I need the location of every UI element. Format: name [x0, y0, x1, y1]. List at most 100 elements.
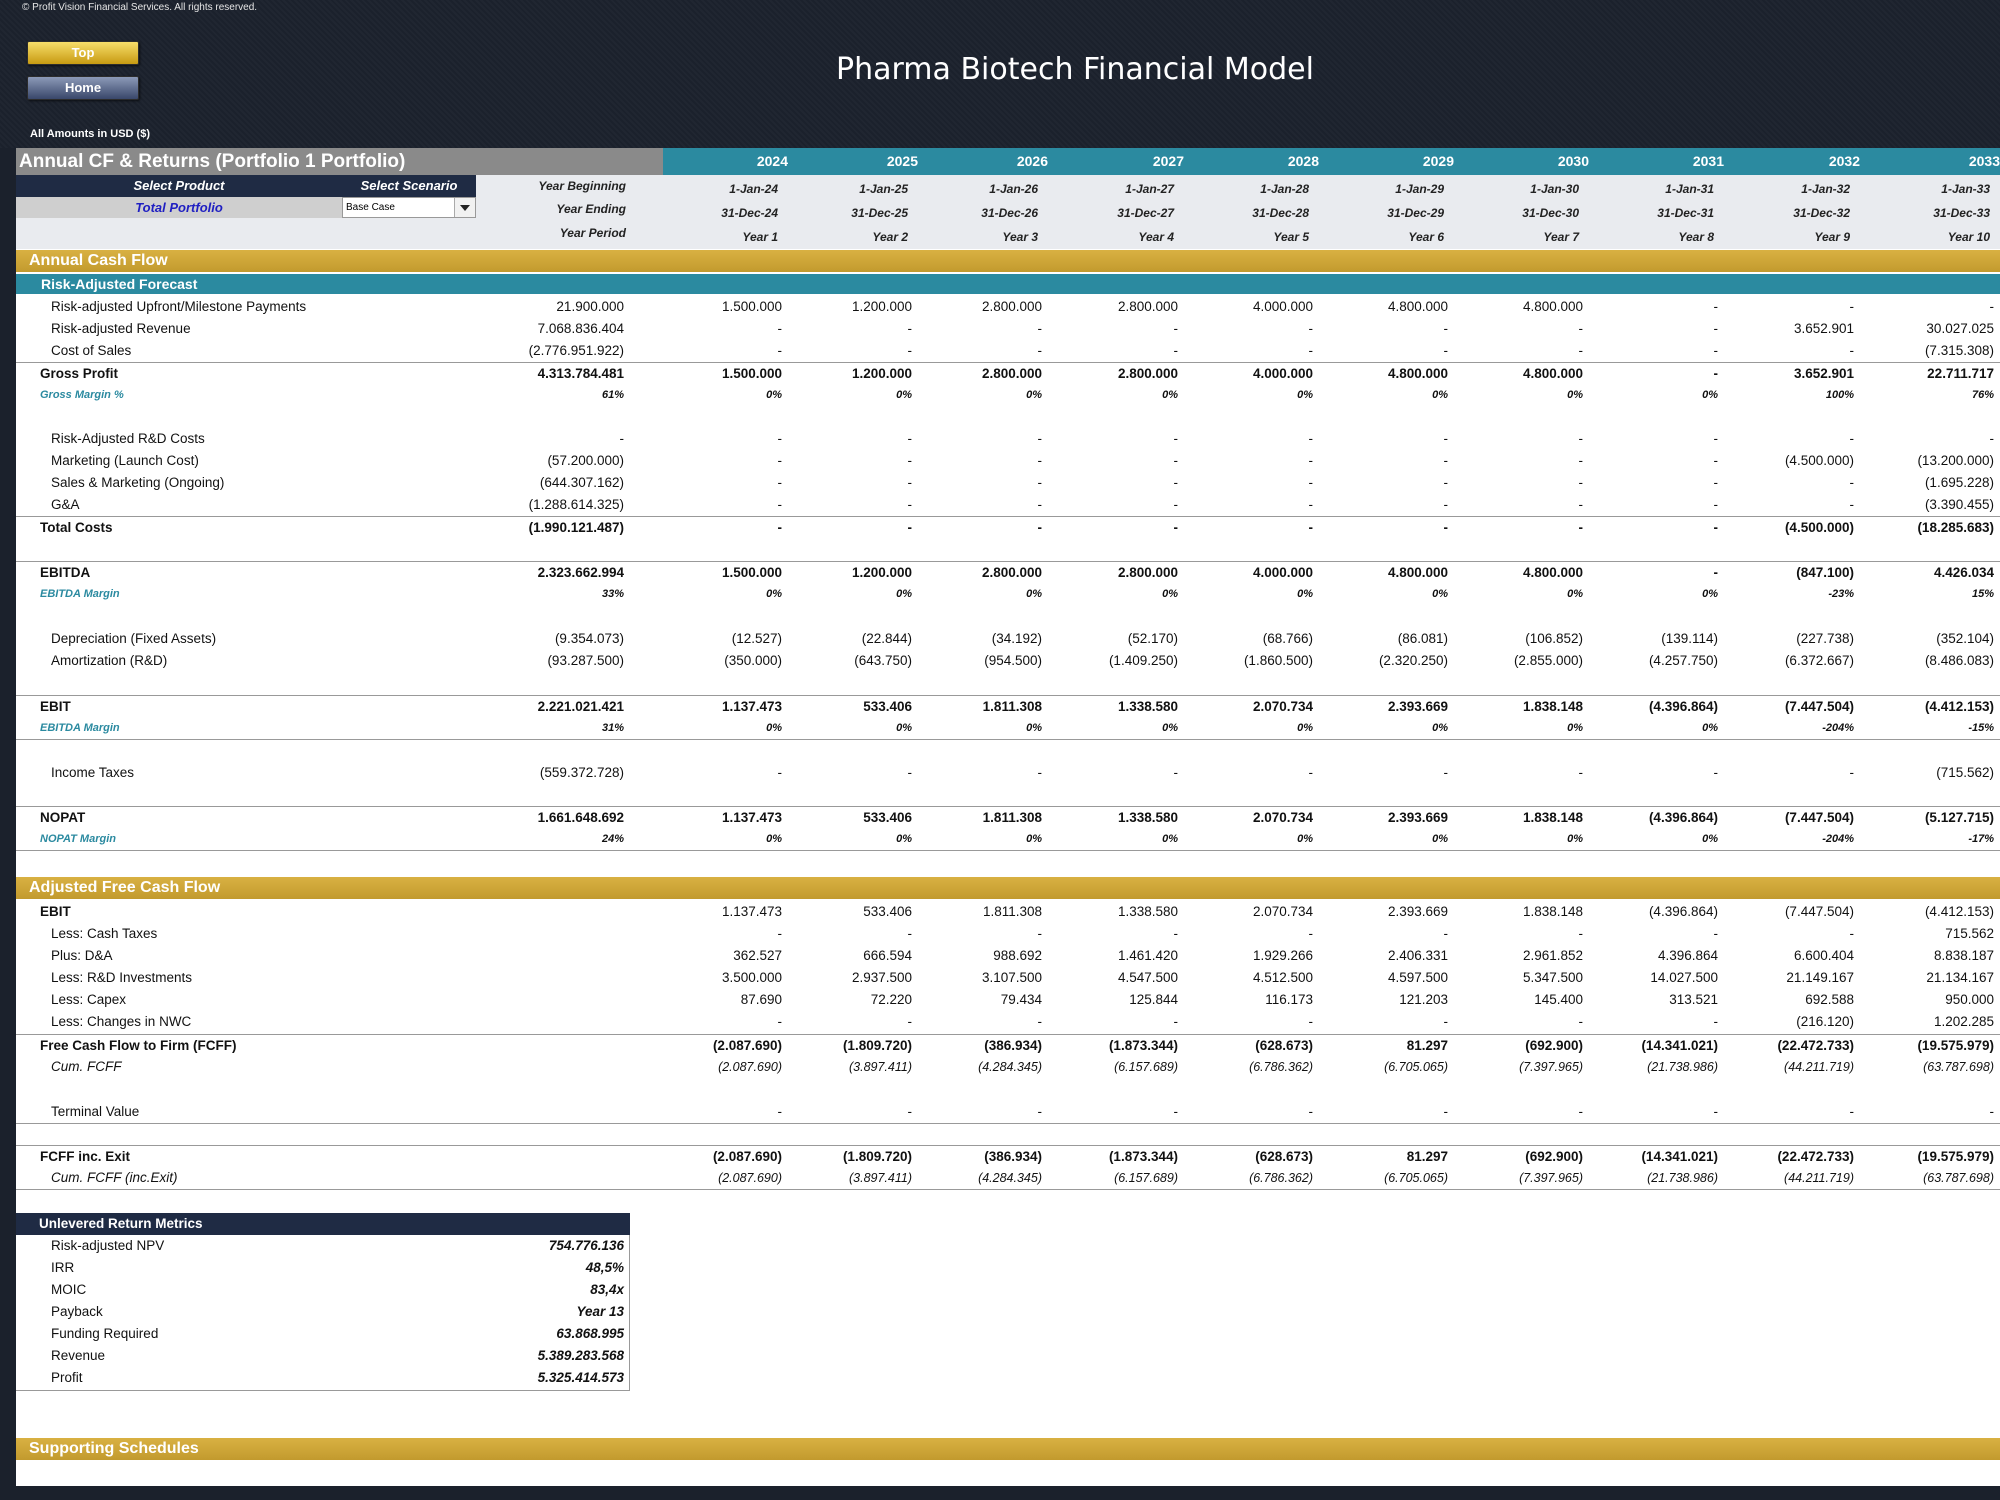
currency-note: All Amounts in USD ($) — [30, 128, 150, 140]
metric-label: Profit — [51, 1370, 83, 1385]
cell-2031: - — [1713, 765, 1719, 780]
cell-2026: - — [1037, 1014, 1043, 1029]
top-button[interactable]: Top — [27, 41, 139, 65]
row-label: Risk-adjusted Upfront/Milestone Payments — [51, 299, 307, 314]
cell-2031: 4.396.864 — [1657, 948, 1718, 963]
cell-2025: 0% — [896, 833, 912, 845]
metric-value: 5.389.283.568 — [537, 1348, 624, 1363]
cell-2027: (1.873.344) — [1108, 1149, 1178, 1164]
cell-2032: - — [1849, 765, 1855, 780]
cell-2031: - — [1713, 343, 1719, 358]
section-supporting-schedules: Supporting Schedules — [16, 1438, 2000, 1460]
cell-2029: - — [1443, 765, 1449, 780]
cell-2030: - — [1578, 1104, 1584, 1119]
row-label: EBIT — [40, 699, 71, 714]
metric-row: Risk-adjusted NPV 754.776.136 — [16, 1235, 630, 1257]
cell-2032: (4.500.000) — [1784, 453, 1854, 468]
cell-2032: -23% — [1828, 588, 1854, 600]
row-total: 1.661.648.692 — [537, 810, 624, 825]
cell-2025: (3.897.411) — [848, 1171, 912, 1185]
chevron-down-icon[interactable] — [454, 198, 475, 217]
cell-2032: - — [1849, 431, 1855, 446]
cell-2031: 0% — [1702, 833, 1718, 845]
cell-2030: (692.900) — [1525, 1149, 1583, 1164]
cell-2025: 1.200.000 — [851, 366, 912, 381]
row-label: Risk-Adjusted R&D Costs — [51, 431, 205, 446]
cell-2028: 0% — [1297, 722, 1313, 734]
metric-row: MOIC 83,4x — [16, 1279, 630, 1301]
product-selector[interactable]: Total Portfolio — [16, 197, 342, 218]
cell-2031: - — [1713, 366, 1719, 381]
cell-2026: 0% — [1026, 833, 1042, 845]
cell-2033: -15% — [1968, 722, 1994, 734]
scenario-dropdown[interactable]: Base Case — [342, 197, 476, 218]
cell-2033: 950.000 — [1945, 992, 1994, 1007]
metric-value: Year 13 — [576, 1304, 624, 1319]
cell-2029: (6.705.065) — [1384, 1171, 1448, 1185]
table-row: FCFF inc. Exit (2.087.690) (1.809.720) (386… — [16, 1145, 2000, 1168]
year-header-2032: 2032 — [1828, 153, 1860, 169]
cell-2030: 145.400 — [1534, 992, 1583, 1007]
cell-2027: 0% — [1162, 389, 1178, 401]
cell-2026: 79.434 — [1000, 992, 1042, 1007]
cell-2025: 1.200.000 — [851, 299, 912, 314]
cell-2031: (4.396.864) — [1648, 699, 1718, 714]
cell-2028: (628.673) — [1255, 1038, 1313, 1053]
cell-2026: 0% — [1026, 722, 1042, 734]
row-total: (9.354.073) — [554, 631, 624, 646]
cell-2033: 8.838.187 — [1933, 948, 1994, 963]
cell-2025: - — [907, 765, 913, 780]
year-header-bar: 2024 2025 2026 2027 2028 2029 2030 2031 2032 2033 — [663, 148, 2000, 175]
cell-2026: 1.811.308 — [982, 904, 1042, 919]
cell-2029: 4.800.000 — [1387, 299, 1448, 314]
cell-2030: - — [1578, 475, 1584, 490]
cell-2027: 4.547.500 — [1117, 970, 1178, 985]
home-button[interactable]: Home — [27, 76, 139, 100]
cell-2025: 533.406 — [863, 699, 912, 714]
cell-2025: 0% — [896, 588, 912, 600]
year-beginning-cell: 1-Jan-24 — [729, 182, 778, 196]
cell-2029: (2.320.250) — [1378, 653, 1448, 668]
row-label: Terminal Value — [51, 1104, 140, 1119]
metric-row: Profit 5.325.414.573 — [16, 1367, 630, 1389]
cell-2028: (1.860.500) — [1243, 653, 1313, 668]
year-beginning-cell: 1-Jan-25 — [859, 182, 908, 196]
cell-2029: 4.800.000 — [1387, 366, 1448, 381]
row-label: Less: Cash Taxes — [51, 926, 158, 941]
year-ending-cell: 31-Dec-27 — [1117, 206, 1174, 220]
row-label: Cum. FCFF — [51, 1059, 122, 1074]
return-metrics-table: Unlevered Return Metrics Risk-adjusted N… — [16, 1213, 630, 1391]
cell-2026: - — [1037, 321, 1043, 336]
cell-2027: - — [1173, 431, 1179, 446]
cell-2030: - — [1578, 431, 1584, 446]
cell-2030: 2.961.852 — [1522, 948, 1583, 963]
cell-2024: (2.087.690) — [718, 1171, 782, 1185]
cell-2024: - — [777, 453, 783, 468]
year-period-cell: Year 1 — [742, 230, 778, 244]
cell-2025: 0% — [896, 722, 912, 734]
cell-2027: 125.844 — [1129, 992, 1178, 1007]
cell-2026: - — [1037, 497, 1043, 512]
cell-2024: (350.000) — [724, 653, 782, 668]
cell-2033: (4.412.153) — [1924, 904, 1994, 919]
sheet-title: Annual CF & Returns (Portfolio 1 Portfol… — [16, 148, 663, 175]
cell-2029: 4.800.000 — [1387, 565, 1448, 580]
year-period-cell: Year 7 — [1543, 230, 1579, 244]
row-label: Cost of Sales — [51, 343, 132, 358]
cell-2029: - — [1443, 453, 1449, 468]
year-ending-cell: 31-Dec-32 — [1793, 206, 1850, 220]
cell-2027: - — [1173, 343, 1179, 358]
cell-2033: 15% — [1971, 588, 1994, 600]
cell-2026: (34.192) — [991, 631, 1042, 646]
cell-2029: 81.297 — [1406, 1149, 1448, 1164]
cell-2024: 1.500.000 — [721, 565, 782, 580]
cell-2026: 0% — [1026, 389, 1042, 401]
table-row: EBIT 2.221.021.421 1.137.473 533.406 1.811.3… — [16, 695, 2000, 718]
cell-2024: 0% — [766, 588, 782, 600]
cell-2030: 1.838.148 — [1522, 699, 1583, 714]
cell-2024: - — [777, 431, 783, 446]
cell-2033: (3.390.455) — [1924, 497, 1994, 512]
cell-2032: (847.100) — [1796, 565, 1854, 580]
year-period-cell: Year 5 — [1273, 230, 1309, 244]
return-metrics-title: Unlevered Return Metrics — [16, 1213, 630, 1235]
